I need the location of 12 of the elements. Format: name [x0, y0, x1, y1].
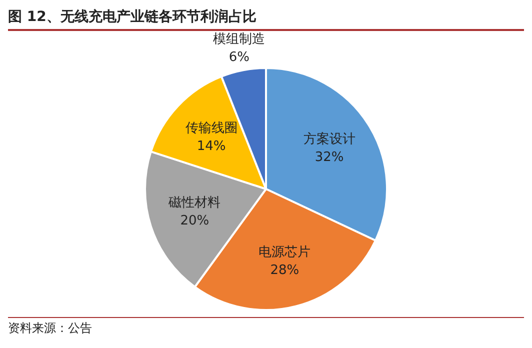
- data-label: 20%: [180, 214, 210, 229]
- slice-label: 磁性材料: [168, 196, 221, 211]
- chart-title: 图 12、无线充电产业链各环节利润占比: [8, 8, 524, 31]
- slice-label: 电源芯片: [258, 245, 311, 260]
- slice-label: 模组制造: [213, 32, 266, 47]
- slice-label: 方案设计: [303, 131, 356, 148]
- data-label: 28%: [270, 263, 300, 278]
- data-label: 6%: [228, 50, 250, 65]
- data-label: 32%: [314, 150, 344, 166]
- text: 资料来源：公告: [8, 320, 524, 337]
- data-label: 14%: [196, 139, 226, 154]
- slice-label: 传输线圈: [185, 121, 238, 136]
